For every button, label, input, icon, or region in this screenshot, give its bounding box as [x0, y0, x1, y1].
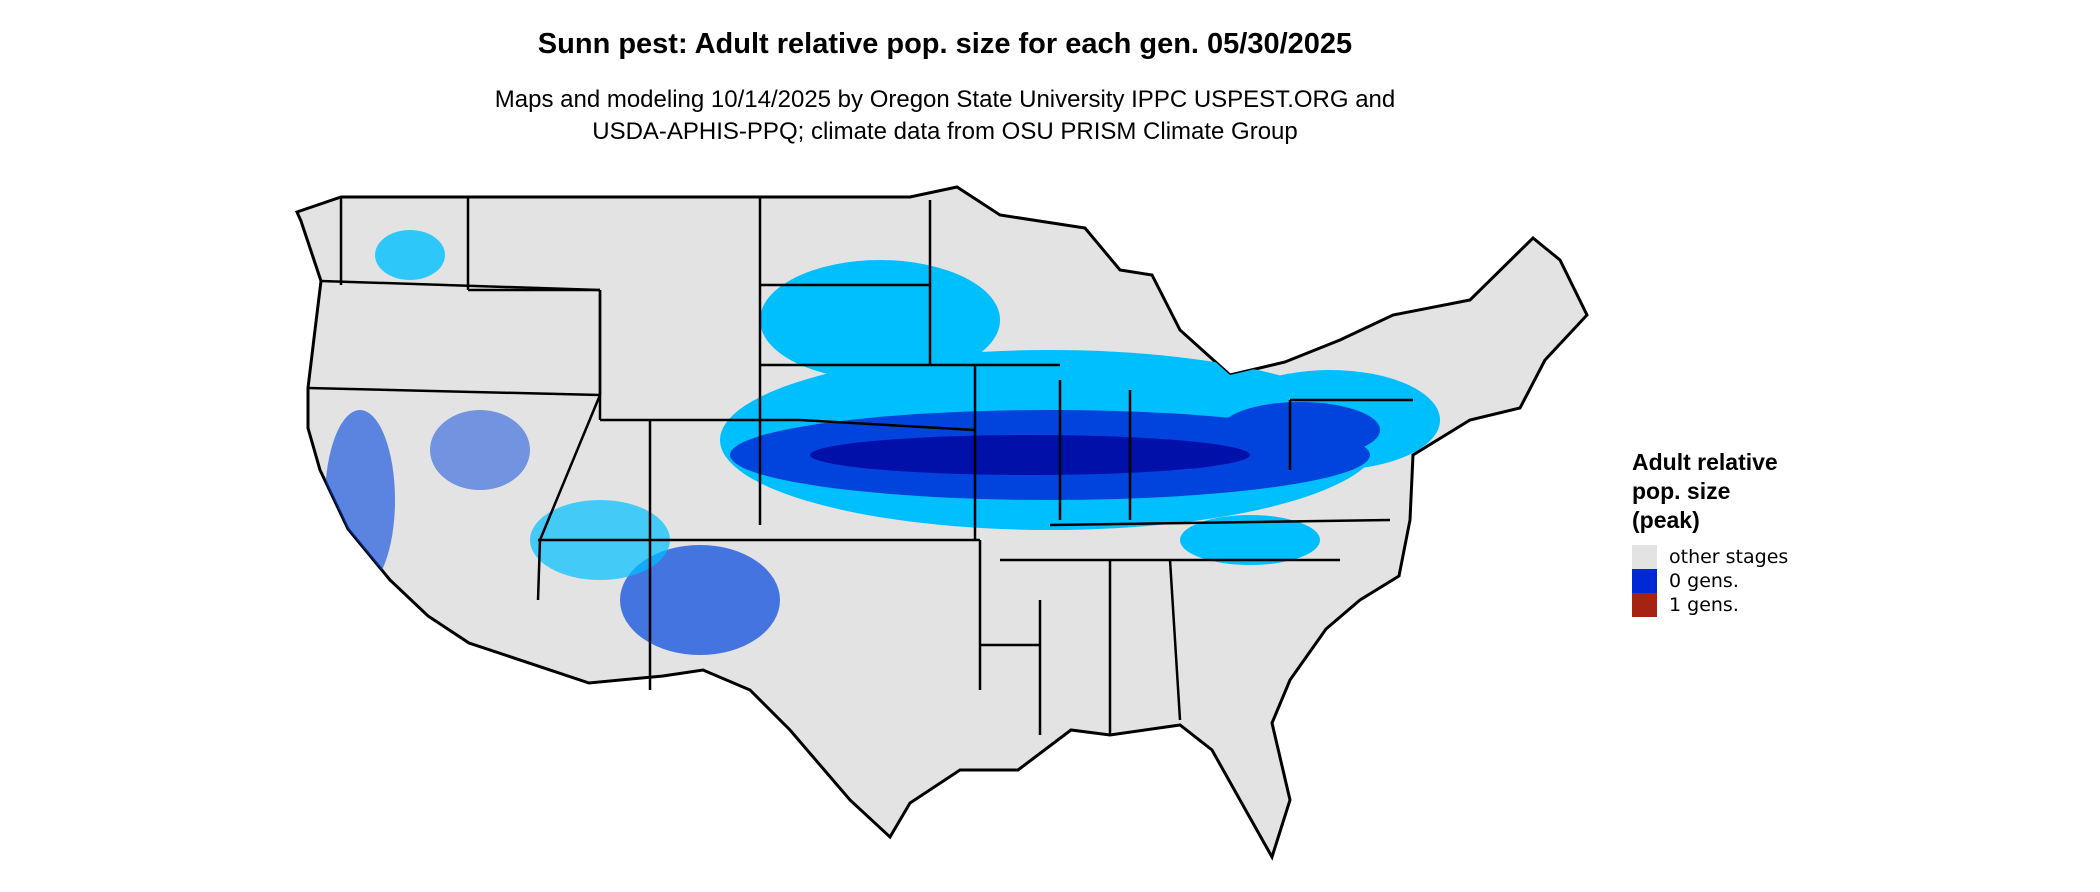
legend-swatch: [1632, 545, 1657, 569]
state-border-line: [1168, 559, 1182, 721]
legend-title-line: (peak): [1632, 507, 1700, 533]
region-mid-blue-california: [325, 410, 395, 590]
legend-item-0-gens: 0 gens.: [1632, 569, 1832, 593]
region-mid-blue-east: [1220, 402, 1380, 458]
legend-title-line: pop. size: [1632, 478, 1731, 504]
legend-item-other-stages: other stages: [1632, 545, 1832, 569]
legend-swatch: [1632, 593, 1657, 617]
legend-swatch: [1632, 569, 1657, 593]
map-subtitle-line-1: Maps and modeling 10/14/2025 by Oregon S…: [494, 86, 1396, 113]
state-border-line: [1049, 518, 1391, 527]
legend: Adult relative pop. size (peak) other st…: [1632, 448, 1832, 617]
map-subtitle-line-2: USDA-APHIS-PPQ; climate data from OSU PR…: [592, 118, 1298, 145]
legend-label: 0 gens.: [1669, 570, 1739, 592]
legend-item-1-gens: 1 gens.: [1632, 593, 1832, 617]
region-dark-blue-belt: [810, 435, 1250, 475]
region-light-blue-washington: [375, 230, 445, 280]
state-borders: [307, 197, 1413, 735]
region-light-blue-northplains: [760, 260, 1000, 380]
state-border-line: [320, 279, 601, 292]
region-mid-blue-southwest: [620, 545, 780, 655]
state-border-line: [307, 386, 601, 397]
region-light-blue-appalachia: [1180, 515, 1320, 565]
legend-label: other stages: [1669, 546, 1789, 568]
legend-title: Adult relative pop. size (peak): [1632, 448, 1832, 535]
legend-label: 1 gens.: [1669, 594, 1739, 616]
legend-title-line: Adult relative: [1632, 449, 1778, 475]
state-border-line: [799, 418, 976, 432]
map-title: Sunn pest: Adult relative pop. size for …: [537, 28, 1353, 60]
region-mid-blue-nevada: [430, 410, 530, 490]
